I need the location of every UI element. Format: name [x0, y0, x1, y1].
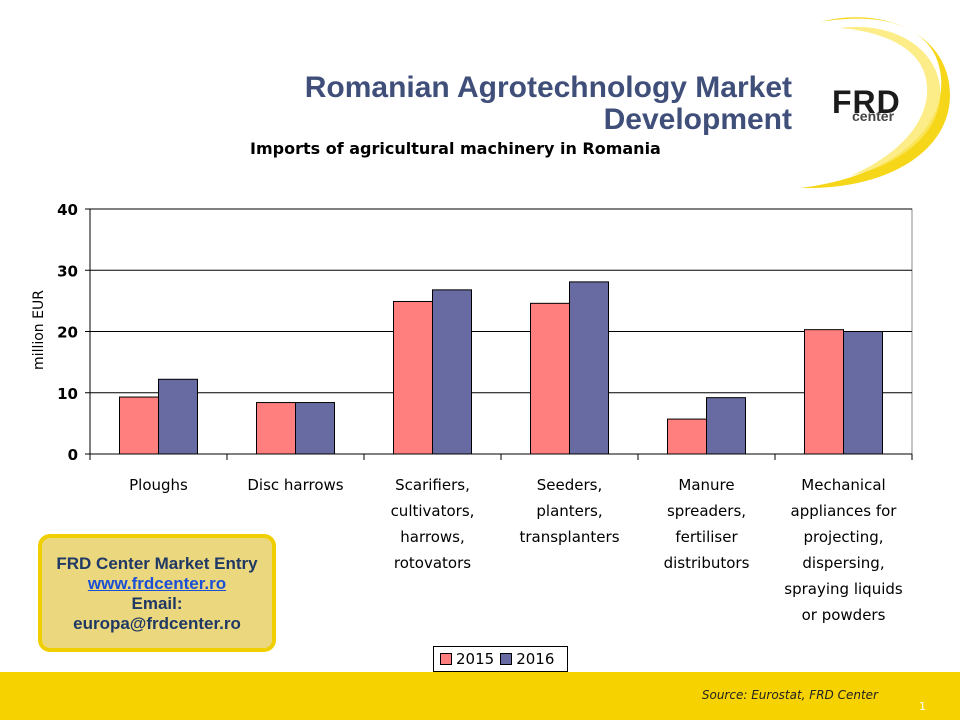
- bar-2015-5: [804, 329, 844, 455]
- bar-2016-5: [843, 331, 883, 455]
- labels-layer: Ploughs Disc harrows Scarifiers, cultivator…: [129, 476, 903, 624]
- chart-legend: 2015 2016: [433, 646, 568, 672]
- legend-label-2015: 2015: [456, 650, 495, 668]
- bar-chart: 0 10 20 30 40 Ploughs Disc harrows Scarifiers,…: [31, 201, 913, 624]
- bar-2016-3: [569, 281, 609, 455]
- x-tick-label: Scarifiers, cultivators, harrows, rotovator…: [391, 476, 475, 572]
- legend-item-2016: 2016: [500, 650, 554, 668]
- logo-main-text: FRD: [832, 84, 901, 120]
- x-tick-label: Seeders, planters, transplanters: [519, 476, 619, 546]
- x-tick-label: Ploughs: [129, 476, 188, 494]
- frd-logo: FRD center: [832, 84, 922, 130]
- legend-swatch-2016: [500, 653, 513, 665]
- source-note: Source: Eurostat, FRD Center: [701, 688, 878, 702]
- info-title: FRD Center Market Entry: [56, 554, 258, 573]
- bar-2015-0: [119, 396, 159, 455]
- footer-bar: Source: Eurostat, FRD Center 1: [0, 672, 960, 720]
- y-tick-label: 30: [57, 262, 78, 280]
- legend-swatch-2015: [440, 653, 452, 665]
- slide-title: Romanian Agrotechnology Market Developme…: [192, 72, 792, 136]
- bar-2016-2: [432, 289, 472, 455]
- legend-label-2016: 2016: [516, 650, 555, 668]
- bar-2015-1: [256, 402, 296, 455]
- bars-layer: [119, 281, 883, 455]
- y-axis-label: million EUR: [31, 290, 47, 370]
- grid-layer: [89, 208, 913, 455]
- bar-2016-1: [295, 402, 335, 455]
- website-link[interactable]: www.frdcenter.ro: [87, 574, 227, 593]
- bar-2015-2: [393, 300, 433, 455]
- contact-box: FRD Center Market Entry www.frdcenter.ro…: [38, 534, 276, 652]
- y-tick-label: 10: [57, 385, 78, 403]
- x-tick-label: Mechanical appliances for projecting, dispe…: [784, 476, 903, 624]
- y-tick-label: 40: [57, 201, 78, 219]
- page-number: 1: [919, 700, 926, 713]
- y-tick-label: 0: [68, 446, 78, 464]
- x-tick-label: Manure spreaders, fertiliser distributors: [664, 476, 750, 572]
- title-line-1: Romanian Agrotechnology Market: [304, 71, 792, 104]
- bar-2015-3: [530, 302, 570, 455]
- bar-2015-4: [667, 418, 707, 455]
- title-line-2: Development: [603, 103, 792, 136]
- axis-layer: 0 10 20 30 40: [57, 201, 913, 464]
- legend-item-2015: 2015: [440, 650, 494, 668]
- x-tick-label: Disc harrows: [247, 476, 343, 494]
- bar-2016-4: [706, 397, 746, 455]
- y-tick-label: 20: [57, 324, 78, 342]
- decorative-swoosh: [800, 17, 950, 189]
- email-label: Email:: [131, 594, 183, 613]
- email-address[interactable]: europa@frdcenter.ro: [73, 614, 241, 633]
- chart-title: Imports of agricultural machinery in Rom…: [250, 139, 661, 158]
- bar-2016-0: [158, 378, 198, 455]
- logo-sub-text: center: [852, 108, 895, 124]
